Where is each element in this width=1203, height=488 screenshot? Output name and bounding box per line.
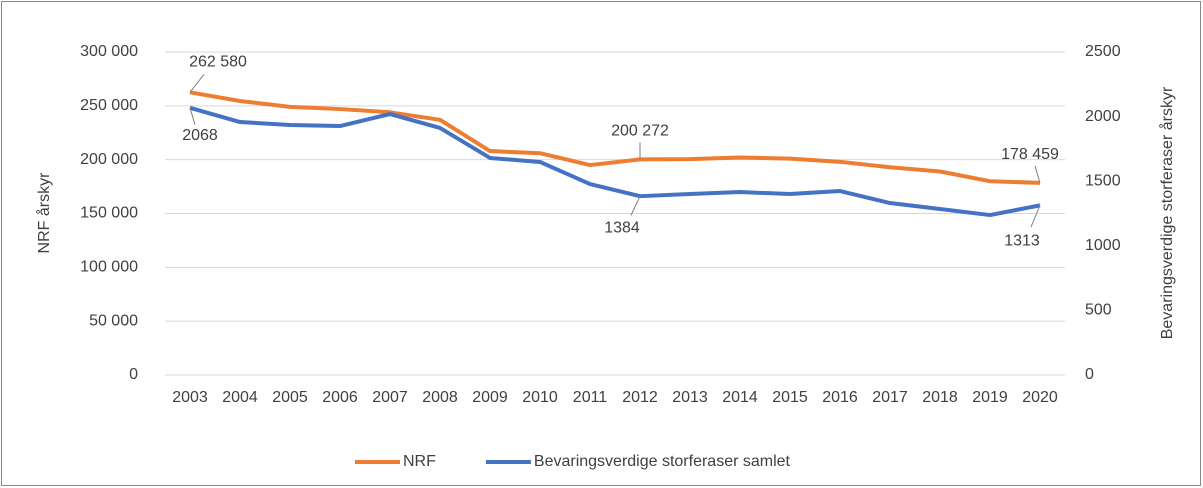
- y2-tick-label: 2000: [1085, 108, 1121, 125]
- y-tick-label: 100 000: [80, 259, 138, 276]
- line-series: [189, 90, 1041, 185]
- y2-tick-label: 2500: [1085, 43, 1121, 60]
- y-tick-label: 50 000: [89, 312, 138, 329]
- x-tick-label: 2006: [322, 389, 358, 406]
- x-tick-label: 2003: [172, 389, 208, 406]
- x-tick-label: 2017: [872, 389, 908, 406]
- x-tick-label: 2010: [522, 389, 558, 406]
- data-label: 1384: [604, 219, 640, 236]
- y-tick-label: 0: [129, 366, 138, 383]
- data-label: 2068: [182, 127, 218, 144]
- y-tick-label: 200 000: [80, 151, 138, 168]
- y2-axis-title: Bevaringsverdige storferaser årskyr: [1158, 86, 1176, 339]
- y2-tick-label: 500: [1085, 302, 1112, 319]
- line-series: [189, 105, 1041, 218]
- legend-label: Bevaringsverdige storferaser samlet: [534, 453, 791, 470]
- y-tick-label: 250 000: [80, 97, 138, 114]
- x-tick-label: 2009: [472, 389, 508, 406]
- x-tick-label: 2013: [672, 389, 708, 406]
- x-tick-label: 2018: [922, 389, 958, 406]
- y2-tick-label: 1000: [1085, 237, 1121, 254]
- x-tick-label: 2007: [372, 389, 408, 406]
- leader-line: [1034, 165, 1041, 184]
- x-tick-label: 2015: [772, 389, 808, 406]
- x-tick-label: 2012: [622, 389, 658, 406]
- data-label: 178 459: [1001, 146, 1059, 163]
- leader-line: [189, 107, 196, 125]
- y2-tick-label: 0: [1085, 366, 1094, 383]
- y-tick-label: 150 000: [80, 205, 138, 222]
- leader-line: [189, 73, 205, 93]
- x-tick-label: 2016: [822, 389, 858, 406]
- x-tick-label: 2004: [222, 389, 258, 406]
- legend-label: NRF: [403, 453, 436, 470]
- x-tick-label: 2014: [722, 389, 758, 406]
- y2-tick-label: 1500: [1085, 172, 1121, 189]
- data-label: 1313: [1004, 233, 1040, 250]
- leader-line: [630, 195, 641, 216]
- leader-line: [1030, 205, 1041, 228]
- y-axis-title: NRF årskyr: [35, 172, 53, 254]
- x-tick-label: 2011: [573, 389, 608, 406]
- x-tick-label: 2019: [972, 389, 1008, 406]
- data-label: 200 272: [611, 123, 669, 140]
- x-tick-label: 2020: [1022, 389, 1058, 406]
- x-tick-label: 2008: [422, 389, 458, 406]
- data-label: 262 580: [189, 54, 247, 71]
- x-tick-label: 2005: [272, 389, 308, 406]
- y-tick-label: 300 000: [80, 43, 138, 60]
